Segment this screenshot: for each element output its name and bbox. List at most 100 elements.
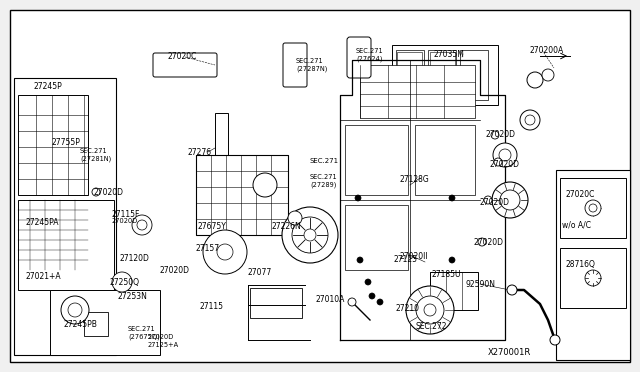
Text: 92590N: 92590N	[466, 280, 496, 289]
Text: X270001R: X270001R	[488, 348, 531, 357]
Text: 27020C: 27020C	[566, 190, 595, 199]
Circle shape	[217, 244, 233, 260]
Bar	[215, 113, 228, 185]
Text: 27020D: 27020D	[112, 218, 138, 224]
Text: SEC.271: SEC.271	[310, 158, 339, 164]
Text: 27128G: 27128G	[400, 175, 429, 184]
Circle shape	[377, 299, 383, 305]
Bar	[360, 65, 475, 118]
Circle shape	[527, 72, 543, 88]
Text: 27245PB: 27245PB	[64, 320, 98, 329]
Text: 27157: 27157	[196, 244, 220, 253]
Text: 27020D: 27020D	[148, 334, 174, 340]
Circle shape	[507, 285, 517, 295]
Circle shape	[550, 335, 560, 345]
Text: 28716Q: 28716Q	[566, 260, 596, 269]
Circle shape	[61, 296, 89, 324]
Text: SEC.271: SEC.271	[128, 326, 156, 332]
Bar	[18, 200, 114, 290]
Bar	[196, 155, 288, 235]
Circle shape	[282, 207, 338, 263]
Circle shape	[304, 229, 316, 241]
Circle shape	[365, 279, 371, 285]
Text: w/o A/C: w/o A/C	[562, 220, 591, 229]
Text: 27210: 27210	[396, 304, 420, 313]
Circle shape	[369, 293, 375, 299]
Text: (27675Q): (27675Q)	[128, 334, 160, 340]
Bar	[18, 95, 88, 195]
Text: 27185U: 27185U	[432, 270, 461, 279]
Circle shape	[494, 158, 502, 166]
Text: 27675Y: 27675Y	[198, 222, 227, 231]
Bar	[84, 312, 108, 336]
Text: SEC.272: SEC.272	[415, 322, 447, 331]
Text: 27020D: 27020D	[486, 130, 516, 139]
Text: 27250Q: 27250Q	[110, 278, 140, 287]
Bar	[560, 178, 626, 238]
Circle shape	[500, 190, 520, 210]
Text: 27020D: 27020D	[480, 198, 510, 207]
Circle shape	[484, 196, 492, 204]
Circle shape	[348, 298, 356, 306]
Bar	[460, 50, 488, 100]
Text: 27125+A: 27125+A	[148, 342, 179, 348]
Text: (27281N): (27281N)	[80, 156, 111, 163]
Bar	[392, 45, 498, 105]
Circle shape	[137, 220, 147, 230]
Text: 27125: 27125	[394, 255, 418, 264]
Bar	[250, 288, 302, 318]
Bar	[415, 125, 475, 195]
Circle shape	[292, 217, 328, 253]
Bar	[50, 290, 160, 355]
Text: 27120D: 27120D	[120, 254, 150, 263]
Circle shape	[491, 131, 499, 139]
Text: (27287N): (27287N)	[296, 66, 328, 73]
Bar	[345, 205, 408, 270]
Text: 27077: 27077	[248, 268, 272, 277]
Bar	[430, 272, 478, 310]
Text: 27245P: 27245P	[34, 82, 63, 91]
Text: 27021+A: 27021+A	[26, 272, 61, 281]
Text: 27245PA: 27245PA	[26, 218, 60, 227]
Text: 27020D: 27020D	[94, 188, 124, 197]
Text: 27010A: 27010A	[316, 295, 346, 304]
FancyBboxPatch shape	[283, 43, 307, 87]
Text: 27226N: 27226N	[272, 222, 301, 231]
Text: 27020D: 27020D	[474, 238, 504, 247]
Circle shape	[449, 195, 455, 201]
Text: SEC.271: SEC.271	[296, 58, 324, 64]
Circle shape	[589, 204, 597, 212]
Circle shape	[492, 182, 528, 218]
Circle shape	[253, 173, 277, 197]
Circle shape	[357, 257, 363, 263]
Bar	[556, 170, 630, 360]
Text: 27115F: 27115F	[112, 210, 140, 219]
Circle shape	[585, 270, 601, 286]
Circle shape	[203, 230, 247, 274]
Bar	[14, 78, 116, 355]
Text: (27624): (27624)	[356, 56, 383, 62]
Text: 27020II: 27020II	[400, 252, 429, 261]
Circle shape	[585, 200, 601, 216]
Text: 27035M: 27035M	[434, 50, 465, 59]
Circle shape	[493, 143, 517, 167]
Text: 27020D: 27020D	[490, 160, 520, 169]
Bar	[430, 52, 455, 98]
Text: 27115: 27115	[200, 302, 224, 311]
Circle shape	[132, 215, 152, 235]
Circle shape	[288, 211, 302, 225]
Text: (27289): (27289)	[310, 182, 337, 189]
Circle shape	[499, 149, 511, 161]
Bar	[560, 248, 626, 308]
Text: 27020D: 27020D	[160, 266, 190, 275]
Circle shape	[424, 304, 436, 316]
Circle shape	[68, 303, 82, 317]
Circle shape	[406, 286, 454, 334]
Text: 27755P: 27755P	[52, 138, 81, 147]
Text: 27020C: 27020C	[168, 52, 197, 61]
FancyBboxPatch shape	[347, 37, 371, 78]
Circle shape	[355, 195, 361, 201]
Text: 27276: 27276	[188, 148, 212, 157]
Circle shape	[542, 69, 554, 81]
Circle shape	[520, 110, 540, 130]
